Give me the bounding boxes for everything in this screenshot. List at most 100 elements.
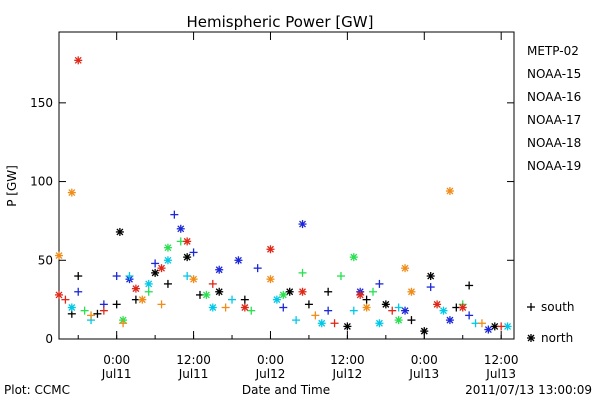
data-point-north <box>266 245 275 254</box>
x-tick-time-label: 12:00 <box>176 353 211 367</box>
data-point-south <box>330 319 339 328</box>
data-point-south <box>349 306 358 315</box>
data-point-north <box>445 187 454 196</box>
data-point-north <box>401 306 410 315</box>
data-point-north <box>183 237 192 246</box>
data-point-north <box>215 265 224 274</box>
data-point-south <box>324 287 333 296</box>
legend: METP-02 NOAA-15 NOAA-16 NOAA-17 NOAA-18 NOAA-… <box>527 44 581 173</box>
data-point-south <box>87 311 96 320</box>
data-point-north <box>176 224 185 233</box>
data-point-south <box>388 306 397 315</box>
data-point-south <box>375 279 384 288</box>
data-point-south <box>221 303 230 312</box>
data-point-south <box>112 272 121 281</box>
data-point-north <box>163 243 172 252</box>
data-point-north <box>426 272 435 281</box>
data-point-south <box>279 303 288 312</box>
data-point-south <box>183 272 192 281</box>
data-point-south <box>247 306 256 315</box>
data-point-north <box>272 295 281 304</box>
data-point-south <box>304 300 313 309</box>
data-point-south <box>477 319 486 328</box>
marker-legend-label: north <box>541 331 573 345</box>
data-point-north <box>298 220 307 229</box>
data-point-north <box>131 284 140 293</box>
data-point-north <box>458 303 467 312</box>
data-point-north <box>375 319 384 328</box>
data-point-south <box>465 311 474 320</box>
footer-timestamp: 2011/07/13 13:00:09 <box>465 383 592 397</box>
data-point-north <box>144 279 153 288</box>
marker-legend-label: south <box>541 300 575 314</box>
data-point-north <box>189 275 198 284</box>
data-point-north <box>445 316 454 325</box>
legend-entry: NOAA-15 <box>527 67 581 81</box>
data-point-north <box>208 303 217 312</box>
x-tick-time-label: 0:00 <box>411 353 438 367</box>
data-point-north <box>349 253 358 262</box>
data-point-north <box>527 334 535 342</box>
x-tick-time-label: 0:00 <box>103 353 130 367</box>
data-point-south <box>74 272 83 281</box>
data-point-north <box>433 300 442 309</box>
data-point-south <box>527 303 535 311</box>
data-point-south <box>336 272 345 281</box>
data-point-north <box>343 322 352 331</box>
data-point-north <box>381 300 390 309</box>
data-point-north <box>439 306 448 315</box>
data-point-south <box>407 316 416 325</box>
y-tick-label: 0 <box>45 332 53 346</box>
y-tick-label: 50 <box>38 253 53 267</box>
data-point-south <box>80 306 89 315</box>
data-point-north <box>362 303 371 312</box>
data-point-south <box>119 319 128 328</box>
data-point-south <box>163 279 172 288</box>
data-point-south <box>292 316 301 325</box>
marker-legend: south north <box>527 300 575 345</box>
data-point-north <box>484 325 493 334</box>
data-point-south <box>144 287 153 296</box>
x-axis-label: Date and Time <box>242 383 330 397</box>
data-point-north <box>183 253 192 262</box>
legend-entry: METP-02 <box>527 44 579 58</box>
data-point-north <box>163 256 172 265</box>
legend-entry: NOAA-18 <box>527 136 581 150</box>
data-point-north <box>138 295 147 304</box>
data-point-south <box>157 300 166 309</box>
data-point-north <box>285 287 294 296</box>
data-point-north <box>279 290 288 299</box>
data-point-south <box>394 303 403 312</box>
data-point-south <box>170 210 179 219</box>
y-tick-label: 150 <box>30 96 53 110</box>
y-tick-label: 100 <box>30 175 53 189</box>
data-point-south <box>74 287 83 296</box>
data-point-north <box>55 290 63 299</box>
x-tick-time-label: 0:00 <box>257 353 284 367</box>
plot-frame <box>58 31 515 340</box>
x-tick-time-label: 12:00 <box>330 353 365 367</box>
y-axis: 0 50 100 150 <box>30 96 514 346</box>
data-point-north <box>394 316 403 325</box>
x-tick-day-label: Jul12 <box>255 367 286 381</box>
footer-plot-credit: Plot: CCMC <box>4 383 70 397</box>
legend-entry: NOAA-17 <box>527 113 581 127</box>
x-tick-day-label: Jul13 <box>408 367 439 381</box>
data-point-north <box>234 256 243 265</box>
data-point-north <box>157 264 166 273</box>
data-point-south <box>93 309 102 318</box>
data-point-north <box>266 275 275 284</box>
data-point-north <box>420 327 429 336</box>
x-tick-day-label: Jul12 <box>332 367 363 381</box>
data-point-north <box>151 268 160 277</box>
data-point-south <box>362 295 371 304</box>
data-point-north <box>401 264 410 273</box>
data-point-south <box>465 281 474 290</box>
data-point-north <box>240 303 249 312</box>
data-point-south <box>189 248 198 257</box>
data-point-south <box>125 272 134 281</box>
data-point-south <box>99 306 108 315</box>
data-point-south <box>369 287 378 296</box>
data-point-south <box>61 295 70 304</box>
